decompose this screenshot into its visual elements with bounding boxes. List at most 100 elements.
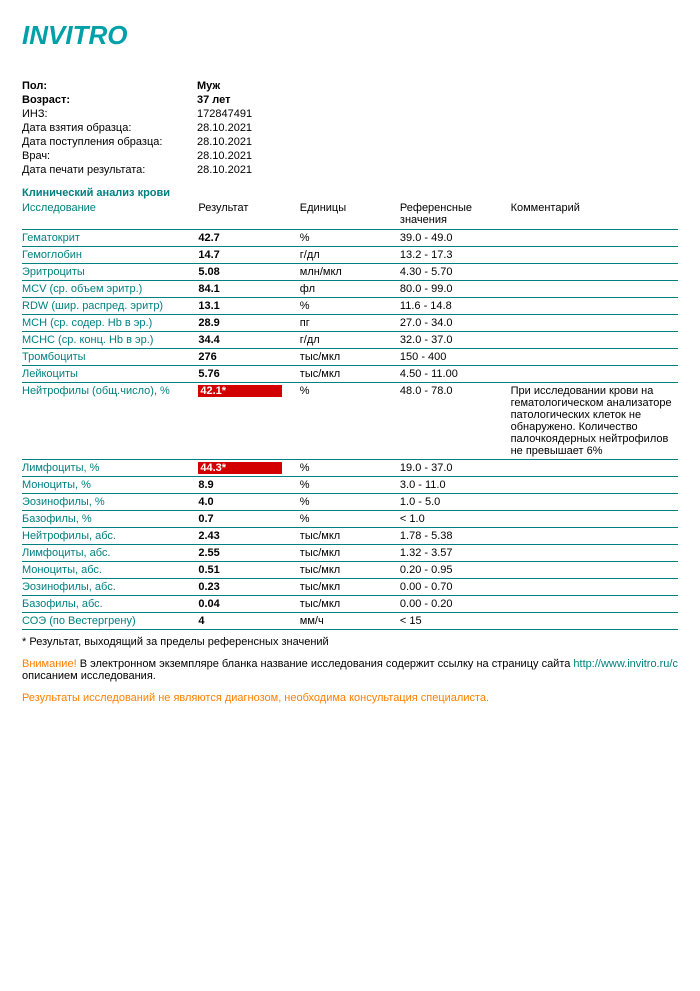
cell-result: 44.3* <box>198 460 299 477</box>
cell-units: млн/мкл <box>300 264 400 281</box>
table-row: Гематокрит42.7%39.0 - 49.0 <box>22 230 678 247</box>
table-row: Моноциты, абс.0.51тыс/мкл0.20 - 0.95 <box>22 562 678 579</box>
col-header-test: Исследование <box>22 199 198 230</box>
meta-label: Дата печати результата: <box>22 163 197 177</box>
cell-reference: 32.0 - 37.0 <box>400 332 511 349</box>
cell-result: 8.9 <box>198 477 299 494</box>
cell-units: % <box>300 511 400 528</box>
cell-reference: 19.0 - 37.0 <box>400 460 511 477</box>
cell-result: 2.55 <box>198 545 299 562</box>
meta-value: 172847491 <box>197 107 252 121</box>
cell-result: 4.0 <box>198 494 299 511</box>
meta-row: Дата печати результата:28.10.2021 <box>22 163 252 177</box>
table-row: Эозинофилы, абс.0.23тыс/мкл0.00 - 0.70 <box>22 579 678 596</box>
meta-value: 28.10.2021 <box>197 121 252 135</box>
electronic-copy-note: Внимание! В электронном экземпляре бланк… <box>22 658 678 682</box>
table-row: Лимфоциты, абс.2.55тыс/мкл1.32 - 3.57 <box>22 545 678 562</box>
cell-units: % <box>300 298 400 315</box>
table-row: Эритроциты5.08млн/мкл4.30 - 5.70 <box>22 264 678 281</box>
flag-out-of-range: 44.3* <box>198 462 282 474</box>
warn-prefix: Внимание! <box>22 658 77 670</box>
table-row: СОЭ (по Вестергрену)4мм/ч< 15 <box>22 613 678 630</box>
cell-units: мм/ч <box>300 613 400 630</box>
cell-reference: 11.6 - 14.8 <box>400 298 511 315</box>
cell-reference: 3.0 - 11.0 <box>400 477 511 494</box>
cell-reference: 1.78 - 5.38 <box>400 528 511 545</box>
cell-result: 42.1* <box>198 383 299 460</box>
cell-units: тыс/мкл <box>300 579 400 596</box>
cell-reference: 48.0 - 78.0 <box>400 383 511 460</box>
cell-result: 0.7 <box>198 511 299 528</box>
cell-reference: 150 - 400 <box>400 349 511 366</box>
results-table: Исследование Результат Единицы Референсн… <box>22 199 678 630</box>
cell-comment <box>511 247 678 264</box>
table-row: Базофилы, %0.7%< 1.0 <box>22 511 678 528</box>
cell-units: тыс/мкл <box>300 545 400 562</box>
table-row: Лимфоциты, %44.3*%19.0 - 37.0 <box>22 460 678 477</box>
disclaimer: Результаты исследований не являются диаг… <box>22 692 678 704</box>
cell-reference: 4.30 - 5.70 <box>400 264 511 281</box>
cell-result: 0.04 <box>198 596 299 613</box>
cell-reference: 0.00 - 0.70 <box>400 579 511 596</box>
cell-test: Эритроциты <box>22 264 198 281</box>
col-header-comment: Комментарий <box>511 199 678 230</box>
cell-result: 28.9 <box>198 315 299 332</box>
cell-units: тыс/мкл <box>300 528 400 545</box>
table-row: MCV (ср. объем эритр.)84.1фл80.0 - 99.0 <box>22 281 678 298</box>
table-row: Нейтрофилы (общ.число), %42.1*%48.0 - 78… <box>22 383 678 460</box>
patient-meta: Пол:МужВозраст:37 летИНЗ:172847491Дата в… <box>22 79 252 177</box>
table-row: Тромбоциты276тыс/мкл150 - 400 <box>22 349 678 366</box>
table-row: Нейтрофилы, абс.2.43тыс/мкл1.78 - 5.38 <box>22 528 678 545</box>
flag-out-of-range: 42.1* <box>198 385 282 397</box>
cell-test: Лейкоциты <box>22 366 198 383</box>
cell-comment <box>511 332 678 349</box>
cell-units: г/дл <box>300 247 400 264</box>
table-row: Лейкоциты5.76тыс/мкл4.50 - 11.00 <box>22 366 678 383</box>
cell-test: Нейтрофилы (общ.число), % <box>22 383 198 460</box>
meta-row: Врач:28.10.2021 <box>22 149 252 163</box>
cell-test: Нейтрофилы, абс. <box>22 528 198 545</box>
cell-reference: 1.32 - 3.57 <box>400 545 511 562</box>
cell-test: Тромбоциты <box>22 349 198 366</box>
cell-reference: 39.0 - 49.0 <box>400 230 511 247</box>
meta-row: Пол:Муж <box>22 79 252 93</box>
cell-test: RDW (шир. распред. эритр) <box>22 298 198 315</box>
cell-result: 84.1 <box>198 281 299 298</box>
cell-result: 0.23 <box>198 579 299 596</box>
meta-label: Пол: <box>22 79 197 93</box>
meta-row: Возраст:37 лет <box>22 93 252 107</box>
cell-result: 5.76 <box>198 366 299 383</box>
footnote: * Результат, выходящий за пределы рефере… <box>22 636 678 648</box>
cell-units: тыс/мкл <box>300 562 400 579</box>
cell-comment <box>511 281 678 298</box>
invitro-link[interactable]: http://www.invitro.ru/с <box>573 658 678 670</box>
brand-logo: INVITRO <box>22 20 678 51</box>
cell-comment <box>511 264 678 281</box>
cell-test: Моноциты, % <box>22 477 198 494</box>
meta-row: Дата поступления образца:28.10.2021 <box>22 135 252 149</box>
meta-value: 28.10.2021 <box>197 149 252 163</box>
cell-result: 4 <box>198 613 299 630</box>
col-header-ref: Референсные значения <box>400 199 511 230</box>
cell-result: 14.7 <box>198 247 299 264</box>
table-row: Эозинофилы, %4.0%1.0 - 5.0 <box>22 494 678 511</box>
cell-test: Моноциты, абс. <box>22 562 198 579</box>
cell-test: Гемоглобин <box>22 247 198 264</box>
meta-label: ИНЗ: <box>22 107 197 121</box>
cell-result: 42.7 <box>198 230 299 247</box>
cell-comment <box>511 230 678 247</box>
cell-comment <box>511 579 678 596</box>
cell-comment <box>511 528 678 545</box>
cell-result: 276 <box>198 349 299 366</box>
cell-test: Базофилы, абс. <box>22 596 198 613</box>
cell-comment <box>511 315 678 332</box>
cell-result: 2.43 <box>198 528 299 545</box>
cell-comment <box>511 366 678 383</box>
cell-comment <box>511 613 678 630</box>
cell-result: 0.51 <box>198 562 299 579</box>
cell-test: MCHC (ср. конц. Hb в эр.) <box>22 332 198 349</box>
cell-units: тыс/мкл <box>300 349 400 366</box>
cell-units: % <box>300 494 400 511</box>
meta-value: 37 лет <box>197 93 252 107</box>
meta-label: Дата взятия образца: <box>22 121 197 135</box>
